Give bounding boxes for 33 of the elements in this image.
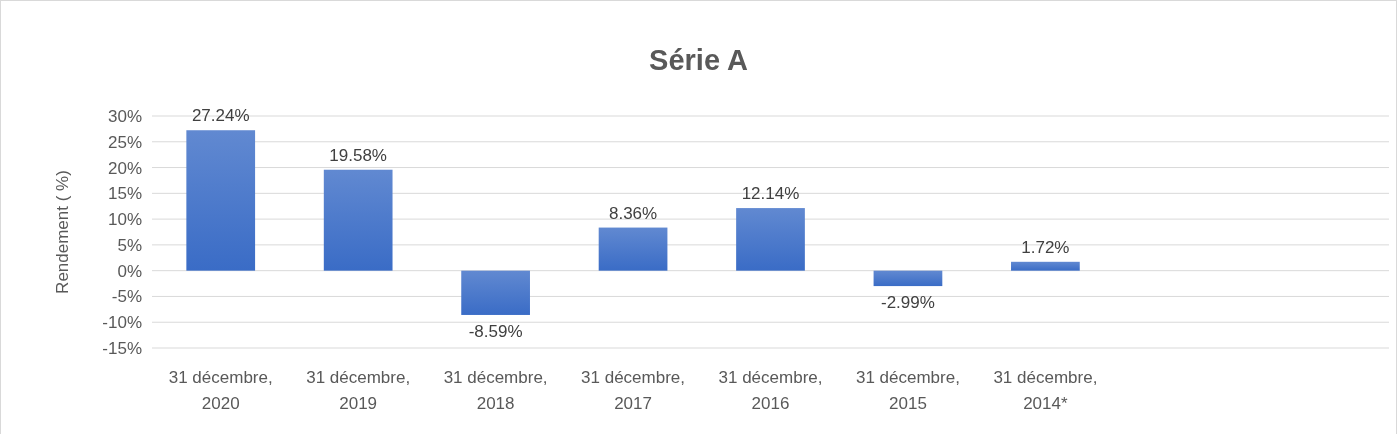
data-label: 12.14% — [741, 184, 800, 204]
data-label: 27.24% — [191, 106, 250, 126]
data-label: -2.99% — [881, 293, 935, 313]
y-axis-title: Rendement ( %) — [53, 170, 72, 294]
y-tick-label: -10% — [102, 313, 142, 333]
x-tick-label: 31 décembre, 2019 — [306, 368, 411, 413]
y-tick-label: 5% — [117, 235, 142, 255]
y-tick-label: -5% — [111, 287, 142, 307]
data-label: 8.36% — [608, 203, 658, 223]
y-tick-label: 15% — [107, 184, 142, 204]
bar — [461, 270, 530, 315]
y-tick-label: 10% — [107, 210, 142, 230]
data-label: 1.72% — [1021, 237, 1070, 257]
y-tick-label: 30% — [107, 106, 142, 126]
x-tick-label: 31 décembre, 2014* — [993, 368, 1098, 413]
data-label: -8.59% — [468, 321, 523, 341]
bar — [873, 270, 943, 287]
y-tick-label: 0% — [117, 261, 142, 281]
x-tick-label: 31 décembre, 2015 — [855, 368, 960, 413]
chart-title: Série A — [649, 44, 748, 76]
y-tick-label: -15% — [102, 338, 142, 358]
x-tick-label: 31 décembre, 2016 — [718, 368, 823, 413]
y-tick-label: 20% — [107, 158, 142, 178]
y-tick-label: 25% — [107, 132, 142, 152]
data-label: 19.58% — [329, 145, 387, 165]
bar — [1011, 261, 1080, 271]
bar — [736, 208, 805, 271]
x-tick-label: 31 décembre, 2017 — [581, 368, 686, 413]
x-tick-label: 31 décembre, 2020 — [168, 368, 273, 413]
bar — [323, 169, 393, 271]
bar — [186, 130, 256, 271]
bar — [598, 227, 668, 271]
x-tick-label: 31 décembre, 2018 — [443, 368, 548, 413]
